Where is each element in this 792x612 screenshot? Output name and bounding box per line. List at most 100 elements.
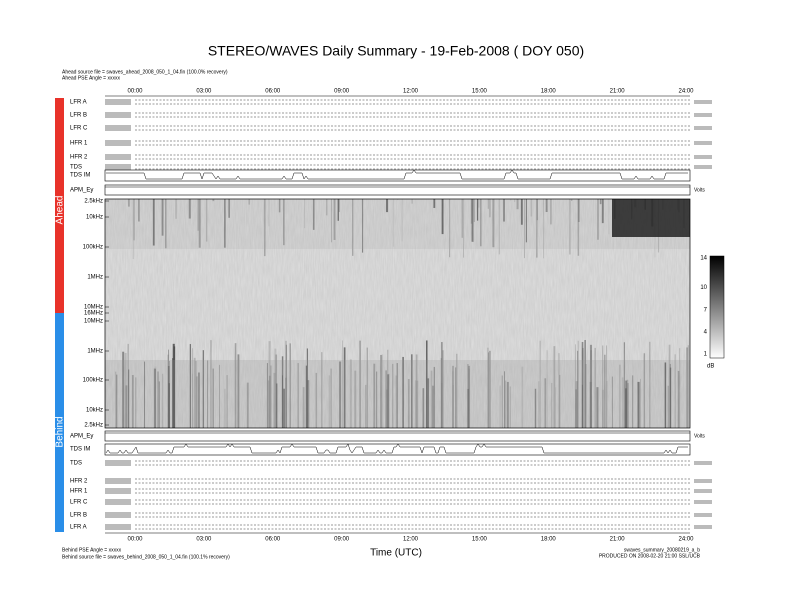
- spectrogram-streak: [679, 348, 681, 428]
- spectrogram-streak: [543, 199, 545, 259]
- spectrogram-streak: [599, 199, 602, 205]
- spectrogram-streak: [433, 199, 436, 208]
- time-tick-label: 18:00: [541, 89, 557, 95]
- spectrogram-streak: [304, 199, 306, 229]
- spectrogram-streak: [281, 356, 284, 428]
- panel-label: HFR 2: [70, 155, 88, 161]
- frequency-label: 10MHz: [84, 305, 103, 311]
- apm-unit: Volts: [694, 433, 705, 439]
- panel-label: APM_Ey: [70, 188, 93, 194]
- ahead-label: Ahead: [55, 196, 66, 225]
- status-note: [694, 513, 712, 517]
- spectrogram-streak: [128, 369, 130, 428]
- spectrogram-streak: [165, 199, 167, 249]
- spectrogram-streak: [467, 364, 469, 428]
- spectrogram-streak: [581, 341, 584, 428]
- spectrogram-streak: [589, 344, 592, 428]
- spectrogram-streak: [639, 378, 641, 428]
- spectrogram-streak: [674, 354, 676, 428]
- status-legend: [105, 164, 131, 170]
- time-tick-label: 21:00: [610, 537, 626, 543]
- panel-label: LFR A: [70, 525, 87, 531]
- panel-label: HFR 1: [70, 489, 88, 495]
- status-note: [694, 165, 712, 169]
- status-legend: [105, 125, 131, 131]
- panel-label: LFR C: [70, 126, 88, 132]
- spectrogram-streak: [589, 381, 592, 428]
- spectrogram-streak: [284, 340, 288, 428]
- spectrogram-streak: [115, 371, 117, 428]
- spectrogram-streak: [545, 199, 548, 213]
- produced-note: PRODUCED ON 2008-02-20 21:00 SSL/UCB: [599, 553, 701, 559]
- spectrogram-streak: [478, 199, 480, 208]
- spectrogram-streak: [558, 353, 560, 428]
- spectrogram-streak: [432, 385, 434, 428]
- spectrogram-streak: [331, 199, 333, 243]
- spectrogram-streak: [449, 199, 451, 258]
- spectrogram-streak: [297, 363, 300, 428]
- spectrogram-streak: [575, 381, 578, 428]
- spectrogram-streak: [401, 199, 403, 242]
- spectrogram-streak: [520, 199, 523, 225]
- behind-pse-angle: Behind PSE Angle = xxxxx: [62, 547, 122, 553]
- spectrogram-streak: [196, 376, 198, 428]
- spectrogram-streak: [584, 340, 586, 428]
- spectrogram-streak: [489, 350, 491, 428]
- spectrogram-streak: [559, 374, 561, 428]
- spectrogram-streak: [289, 343, 291, 428]
- product-name: swaves_summary_20080219_a_b: [624, 547, 700, 553]
- spectrogram-streak: [395, 375, 397, 428]
- colorbar-unit: dB: [707, 364, 714, 370]
- spectrogram-streak: [441, 199, 444, 235]
- spectrogram-streak: [197, 199, 200, 231]
- spectrogram-streak: [268, 341, 271, 428]
- title: STEREO/WAVES Daily Summary - 19-Feb-2008…: [208, 43, 584, 59]
- spectrogram-streak: [330, 368, 333, 428]
- spectrogram-streak: [135, 377, 137, 428]
- spectrogram-streak: [207, 360, 209, 428]
- spectrogram-streak: [536, 199, 538, 221]
- spectrogram-streak: [596, 387, 599, 428]
- spectrogram-streak: [246, 382, 249, 428]
- spectrogram-streak: [602, 345, 604, 428]
- frequency-label: 16MHz: [84, 311, 103, 317]
- spectrogram-streak: [337, 199, 339, 221]
- panel-label: HFR 1: [70, 141, 88, 147]
- spectrogram-streak: [455, 367, 457, 428]
- panel-label: LFR A: [70, 100, 87, 106]
- panel-label: TDS: [70, 165, 82, 171]
- spectrogram-streak: [192, 373, 193, 428]
- spectrogram-streak: [687, 345, 689, 428]
- apm-unit: Volts: [694, 187, 705, 193]
- time-tick-label: 06:00: [265, 89, 281, 95]
- colorbar-tick-label: 10: [700, 285, 707, 291]
- frequency-label: 1MHz: [87, 349, 103, 355]
- spectrogram-streak: [266, 363, 268, 428]
- time-tick-label: 12:00: [403, 89, 419, 95]
- spectrogram-streak: [510, 199, 512, 201]
- spectrogram-streak: [127, 343, 129, 428]
- spectrogram-streak: [263, 199, 266, 257]
- spectrogram-streak: [525, 199, 527, 243]
- spectrogram-streak: [506, 381, 509, 428]
- spectrogram-streak: [577, 199, 580, 256]
- spectrogram-streak: [521, 366, 524, 428]
- spectrogram-streak: [193, 357, 196, 428]
- spectrogram-streak: [305, 365, 308, 428]
- status-note: [694, 479, 712, 483]
- spectrogram-streak: [411, 354, 413, 428]
- time-tick-label: 03:00: [196, 537, 212, 543]
- status-legend: [105, 154, 131, 160]
- frequency-label: 10kHz: [86, 408, 103, 414]
- tds-im-trace: [105, 443, 688, 454]
- spectrogram-streak: [283, 388, 285, 428]
- spectrogram-streak: [575, 389, 577, 428]
- spectrogram-streak: [534, 388, 537, 428]
- spectrogram-streak: [273, 372, 276, 428]
- spectrogram-streak: [402, 356, 404, 428]
- spectrogram-streak: [606, 380, 608, 428]
- spectrogram-streak: [270, 365, 272, 428]
- spectrogram-streak: [498, 199, 500, 255]
- spectrogram-streak: [597, 199, 599, 240]
